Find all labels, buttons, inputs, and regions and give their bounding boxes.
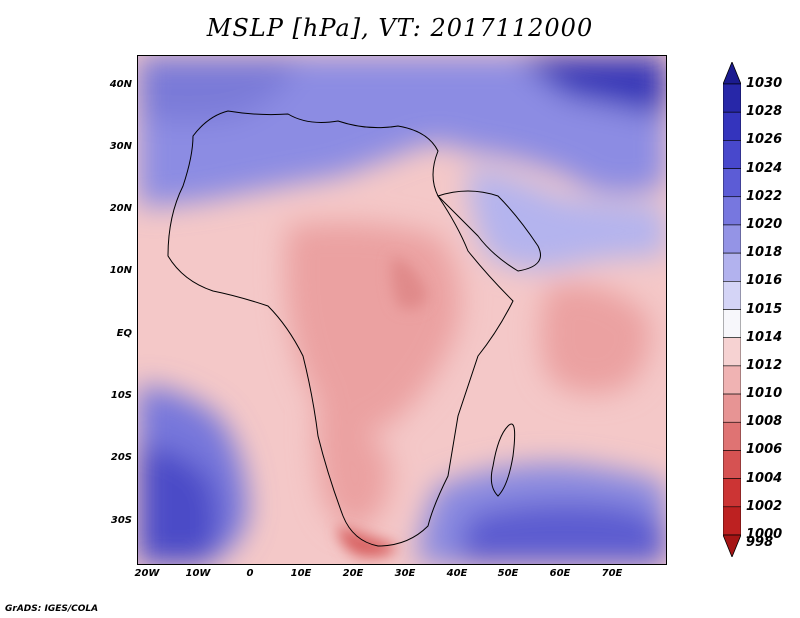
colorbar-top-arrow — [723, 62, 741, 85]
lat-label: 20N — [109, 203, 132, 214]
lat-label: 20S — [110, 452, 132, 463]
colorbar-label: 998 — [746, 535, 774, 550]
lat-label: 10S — [110, 390, 132, 401]
grads-credit: GrADS: IGES/COLA — [5, 604, 99, 614]
colorbar-label: 1028 — [746, 104, 783, 120]
lon-label: 0 — [246, 568, 254, 579]
lon-label: 20W — [134, 568, 160, 579]
colorbar-bottom-arrow — [723, 534, 741, 557]
colorbar-label: 1030 — [746, 76, 783, 91]
colorbar-label: 1014 — [746, 329, 783, 345]
coastline — [167, 110, 541, 547]
colorbar-label: 1020 — [746, 216, 783, 232]
colorbar-swatch — [723, 337, 741, 367]
colorbar-label: 1012 — [746, 357, 783, 373]
lon-label: 40E — [446, 568, 468, 579]
colorbar-swatch — [723, 421, 741, 451]
colorbar-swatch — [723, 450, 741, 479]
colorbar-swatch — [723, 140, 741, 169]
colorbar-swatch — [723, 111, 741, 141]
chart-title: MSLP [hPa], VT: 2017112000 — [206, 14, 594, 42]
colorbar-swatch — [723, 393, 741, 423]
colorbar-swatch — [723, 281, 741, 310]
colorbar-label: 1018 — [746, 245, 783, 261]
lon-label: 50E — [497, 568, 519, 579]
lon-label: 30E — [394, 568, 416, 579]
pressure-field — [138, 56, 666, 564]
colorbar-label: 1004 — [746, 470, 783, 486]
lat-label: EQ — [116, 328, 132, 339]
colorbar-swatch — [723, 506, 741, 536]
pressure-map — [137, 55, 667, 565]
lon-label: 70E — [601, 568, 623, 579]
colorbar-label: 1008 — [746, 414, 783, 430]
colorbar-swatch — [723, 224, 741, 254]
colorbar-swatch — [723, 365, 741, 395]
colorbar-label: 1026 — [746, 132, 783, 148]
colorbar-label: 1010 — [746, 386, 783, 402]
lat-label: 40N — [109, 79, 132, 90]
lon-label: 10W — [185, 568, 211, 579]
colorbar-label: 1002 — [746, 498, 783, 514]
colorbar-swatch — [723, 252, 741, 282]
colorbar-label: 1016 — [746, 273, 783, 289]
lat-label: 30N — [109, 141, 132, 152]
colorbar-label: 1000 — [746, 527, 783, 542]
colorbar-label: 1015 — [746, 301, 783, 317]
lon-label: 60E — [549, 568, 571, 579]
lat-label: 30S — [110, 515, 132, 526]
colorbar — [723, 62, 741, 557]
colorbar-swatch — [723, 83, 741, 113]
lon-label: 10E — [290, 568, 312, 579]
lon-label: 20E — [342, 568, 364, 579]
colorbar-label: 1022 — [746, 188, 783, 204]
colorbar-swatch — [723, 168, 741, 198]
colorbar-label: 1024 — [746, 160, 783, 176]
colorbar-label: 1006 — [746, 442, 783, 458]
lat-label: 10N — [109, 265, 132, 276]
colorbar-swatch — [723, 309, 741, 338]
colorbar-swatch — [723, 478, 741, 508]
colorbar-swatch — [723, 196, 741, 226]
